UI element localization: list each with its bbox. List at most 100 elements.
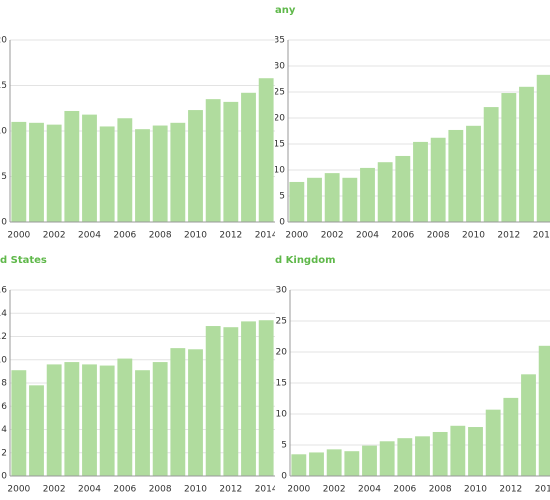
y-tick-label: 15 <box>0 81 7 91</box>
y-tick-label: 4 <box>1 425 7 435</box>
x-tick-label: 2012 <box>497 231 520 241</box>
chart: d States 0 2 4 6 8 10 12 14 16 2000 2002 2004 2006 200… <box>0 255 275 495</box>
bar <box>170 348 186 476</box>
chart-title: d States <box>0 255 47 266</box>
bar <box>241 92 256 222</box>
chart: any 0 5 10 15 20 25 30 35 2000 2002 2004 2006 2008 201… <box>275 5 550 241</box>
y-tick-label: 10 <box>275 166 285 176</box>
y-tick-label: 5 <box>281 441 287 451</box>
y-tick-label: 10 <box>0 355 7 365</box>
y-tick-label: 20 <box>275 114 285 124</box>
chart: 0 5 10 15 20 2000 2002 2004 2006 2008 2010 2012 2014 <box>0 36 275 241</box>
bar <box>415 436 430 476</box>
bar <box>413 141 428 222</box>
bar <box>448 129 464 222</box>
bar <box>223 327 239 476</box>
y-tick-label: 0 <box>281 472 287 482</box>
bar <box>29 385 44 476</box>
x-tick-label: 2012 <box>219 231 242 241</box>
x-tick-label: 2004 <box>358 485 381 495</box>
y-tick-label: 20 <box>276 348 288 358</box>
bar <box>205 99 221 222</box>
bar <box>432 431 448 476</box>
bar <box>483 107 499 222</box>
x-tick-label: 2002 <box>43 231 66 241</box>
bar <box>538 345 550 476</box>
bar <box>379 441 395 476</box>
bar <box>11 370 27 476</box>
x-tick-label: 2010 <box>184 231 207 241</box>
x-tick-label: 2004 <box>78 231 101 241</box>
bar <box>64 110 80 222</box>
bar <box>117 358 133 476</box>
bar <box>450 425 466 476</box>
bar <box>360 167 375 222</box>
x-tick-label: 2014 <box>535 485 550 495</box>
bar <box>11 121 27 222</box>
x-tick-label: 2010 <box>184 485 207 495</box>
bar <box>99 365 115 476</box>
bar <box>135 370 150 476</box>
bar <box>258 320 274 476</box>
bar <box>289 181 305 222</box>
bar <box>117 118 133 222</box>
chart-title: d Kingdom <box>275 255 336 266</box>
x-tick-label: 2002 <box>323 485 346 495</box>
bar <box>503 397 519 476</box>
bar <box>99 126 115 222</box>
bar <box>135 129 150 222</box>
bar <box>519 86 534 222</box>
bar <box>521 374 536 476</box>
bar <box>466 125 481 222</box>
bar <box>377 162 393 222</box>
bar <box>430 137 446 222</box>
bar <box>397 438 413 476</box>
bar <box>152 362 168 476</box>
bar <box>468 427 483 476</box>
bar <box>205 326 221 476</box>
bar <box>536 74 550 222</box>
bar <box>324 173 340 222</box>
x-tick-label: 2006 <box>391 231 414 241</box>
bar <box>307 177 322 222</box>
bar <box>395 155 411 222</box>
bar <box>344 451 360 476</box>
x-tick-label: 2008 <box>427 231 450 241</box>
bar <box>485 409 501 476</box>
y-tick-label: 10 <box>0 127 7 137</box>
x-tick-label: 2004 <box>78 485 101 495</box>
bar <box>501 93 517 222</box>
y-tick-label: 2 <box>1 448 7 458</box>
bar <box>223 101 239 222</box>
bar <box>170 122 186 222</box>
bar <box>46 124 62 222</box>
bar <box>258 78 274 222</box>
x-tick-label: 2014 <box>533 231 550 241</box>
x-tick-label: 2012 <box>499 485 522 495</box>
bar <box>29 122 44 222</box>
bar <box>152 125 168 222</box>
y-tick-label: 12 <box>0 332 7 342</box>
y-tick-label: 16 <box>0 286 7 296</box>
x-tick-label: 2014 <box>255 231 275 241</box>
y-tick-label: 14 <box>0 309 7 319</box>
y-tick-label: 15 <box>276 379 287 389</box>
bar <box>362 445 377 476</box>
y-tick-label: 6 <box>1 402 7 412</box>
y-tick-label: 0 <box>279 218 285 228</box>
y-tick-label: 15 <box>275 140 285 150</box>
bar <box>188 110 203 222</box>
bar <box>309 452 324 476</box>
y-tick-label: 5 <box>279 192 285 202</box>
x-tick-label: 2006 <box>113 485 136 495</box>
x-tick-label: 2000 <box>285 231 308 241</box>
y-tick-label: 0 <box>1 218 7 228</box>
x-tick-label: 2000 <box>7 231 30 241</box>
bar <box>291 454 307 476</box>
bar <box>342 177 358 222</box>
bar <box>82 114 97 222</box>
x-tick-label: 2002 <box>321 231 344 241</box>
bar <box>188 349 203 476</box>
x-tick-label: 2006 <box>393 485 416 495</box>
